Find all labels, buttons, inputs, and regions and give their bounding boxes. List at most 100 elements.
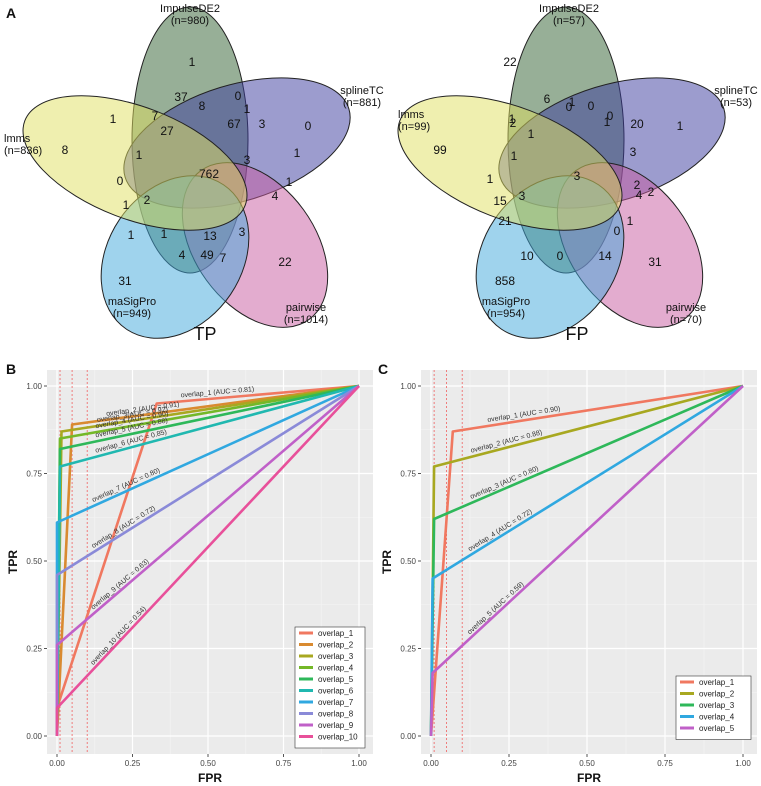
venn-region-count: 1 [286,175,293,189]
venn-region-count: 1 [110,112,117,126]
roc-curve-overlap_10 [55,385,360,736]
venn-set-name: pairwise [666,302,706,314]
roc-curve-overlap_5 [429,385,744,737]
venn-region-count: 1 [123,198,130,212]
legend-label: overlap_9 [318,721,354,730]
venn-region-count: 13 [203,229,217,243]
panel-label-b: B [6,361,16,377]
venn-set-count: (n=70) [670,314,702,326]
venn-region-count: 1 [569,95,576,109]
venn-region-count: 2 [510,116,517,130]
venn-region-count: 8 [62,143,69,157]
venn-region-count: 22 [503,55,517,69]
venn-region-count: 0 [607,109,614,123]
venn-region-count: 49 [200,248,214,262]
venn-region-count: 3 [630,145,637,159]
venn-set-name: pairwise [286,302,326,314]
x-tick-label: 0.75 [276,759,292,768]
venn-region-count: 0 [117,174,124,188]
x-tick-label: 0.25 [125,759,141,768]
x-tick-label: 0.25 [501,759,517,768]
venn-region-count: 8 [199,99,206,113]
venn-region-count: 10 [520,249,534,263]
venn-region-count: 1 [189,55,196,69]
x-tick-label: 0.75 [657,759,673,768]
legend-label: overlap_7 [318,698,354,707]
legend-label: overlap_2 [699,690,735,699]
venn-region-count: 21 [498,214,512,228]
y-tick-label: 1.00 [26,382,42,391]
venn-region-count: 0 [305,119,312,133]
legend-label: overlap_10 [318,733,358,742]
venn-title: FP [565,324,588,344]
roc-curve-overlap_1 [429,384,744,737]
venn-set-name: maSigPro [482,296,530,308]
venn-set-name: splineTC [714,85,757,97]
venn-region-count: 4 [272,189,279,203]
legend-label: overlap_6 [318,687,354,696]
venn-region-count: 0 [235,89,242,103]
x-axis-label: FPR [577,771,601,785]
y-tick-label: 0.25 [400,645,416,654]
venn-region-count: 27 [160,124,174,138]
venn-region-count: 2 [648,185,655,199]
legend-label: overlap_1 [699,678,735,687]
roc-chart-c: 0.00 0.25 0.50 0.75 1.00 0.00 0.25 0.50 0.75 1.00… [380,370,757,785]
venn-region-count: 31 [118,274,132,288]
y-tick-label: 0.50 [400,557,416,566]
venn-region-count: 1 [136,148,143,162]
venn-set-name: ImpulseDE2 [539,3,599,15]
legend-box [294,626,366,749]
y-tick-label: 0.00 [26,732,42,741]
venn-set-ellipse [397,95,623,231]
y-tick-label: 1.00 [400,382,416,391]
venn-set-count: (n=954) [487,308,525,320]
venn-region-count: 7 [220,251,227,265]
x-tick-label: 1.00 [351,759,367,768]
venn-region-count: 14 [598,249,612,263]
venn-region-count: 858 [495,274,515,288]
x-tick-label: 0.00 [423,759,439,768]
venn-region-count: 1 [128,228,135,242]
venn-region-count: 3 [574,169,581,183]
venn-region-count: 4 [179,248,186,262]
venn-region-count: 6 [544,92,551,106]
legend-label: overlap_1 [318,629,354,638]
legend-label: overlap_5 [318,675,354,684]
venn-set-count: (n=836) [4,145,42,157]
venn-region-count: 1 [509,112,516,126]
venn-region-count: 4 [636,188,643,202]
venn-region-count: 37 [174,90,188,104]
y-tick-label: 0.00 [400,732,416,741]
x-axis-label: FPR [198,771,222,785]
roc-chart-b: 0.00 0.25 0.50 0.75 1.00 0.00 0.25 0.50 0.75 1.00… [6,370,373,785]
y-axis-label: TPR [6,550,20,574]
venn-set-count: (n=980) [171,15,209,27]
venn-region-count: 1 [627,214,634,228]
roc-curve-overlap_9 [55,385,360,736]
venn-region-count: 0 [557,249,564,263]
x-tick-label: 1.00 [735,759,751,768]
venn-region-count: 1 [161,227,168,241]
y-tick-label: 0.25 [26,645,42,654]
venn-region-count: 3 [259,117,266,131]
y-tick-label: 0.50 [26,557,42,566]
venn-region-count: 1 [487,172,494,186]
venn-region-count: 1 [244,102,251,116]
venn-region-count: 3 [519,189,526,203]
venn-region-count: 1 [511,149,518,163]
legend-label: overlap_4 [318,664,354,673]
venn-region-count: 22 [278,255,292,269]
panel-label-a: A [6,5,16,21]
venn-title: TP [193,324,216,344]
y-tick-label: 0.75 [26,470,42,479]
venn-region-count: 3 [244,153,251,167]
venn-region-count: 1 [294,146,301,160]
x-tick-label: 0.50 [200,759,216,768]
legend-label: overlap_8 [318,710,354,719]
legend-label: overlap_5 [699,724,735,733]
venn-diagram-fp: ImpulseDE2(n=57)splineTC(n=53)pairwise(n… [397,3,758,344]
x-tick-label: 0.00 [49,759,65,768]
panel-label-c: C [378,361,388,377]
venn-set-name: maSigPro [108,296,156,308]
